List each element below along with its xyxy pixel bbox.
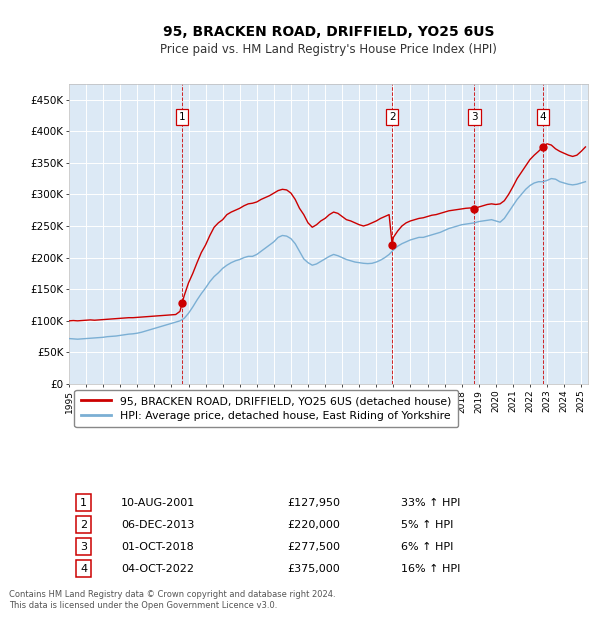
Text: £127,950: £127,950 [287,498,340,508]
Text: 1: 1 [179,112,185,122]
Text: 10-AUG-2001: 10-AUG-2001 [121,498,195,508]
Text: 2: 2 [80,520,87,529]
Text: Contains HM Land Registry data © Crown copyright and database right 2024.
This d: Contains HM Land Registry data © Crown c… [9,590,335,609]
Legend: 95, BRACKEN ROAD, DRIFFIELD, YO25 6US (detached house), HPI: Average price, deta: 95, BRACKEN ROAD, DRIFFIELD, YO25 6US (d… [74,389,458,427]
Text: 95, BRACKEN ROAD, DRIFFIELD, YO25 6US: 95, BRACKEN ROAD, DRIFFIELD, YO25 6US [163,25,494,39]
Text: 01-OCT-2018: 01-OCT-2018 [121,542,194,552]
Text: 1: 1 [80,498,87,508]
Text: 3: 3 [80,542,87,552]
Text: 4: 4 [539,112,546,122]
Text: 5% ↑ HPI: 5% ↑ HPI [401,520,454,529]
Text: 06-DEC-2013: 06-DEC-2013 [121,520,194,529]
Text: 16% ↑ HPI: 16% ↑ HPI [401,564,461,574]
Text: 4: 4 [80,564,87,574]
Text: 2: 2 [389,112,395,122]
Text: £375,000: £375,000 [287,564,340,574]
Text: 04-OCT-2022: 04-OCT-2022 [121,564,194,574]
Text: Price paid vs. HM Land Registry's House Price Index (HPI): Price paid vs. HM Land Registry's House … [160,43,497,56]
Text: 33% ↑ HPI: 33% ↑ HPI [401,498,461,508]
Text: £277,500: £277,500 [287,542,340,552]
Text: £220,000: £220,000 [287,520,340,529]
Text: 6% ↑ HPI: 6% ↑ HPI [401,542,454,552]
Text: 3: 3 [471,112,478,122]
